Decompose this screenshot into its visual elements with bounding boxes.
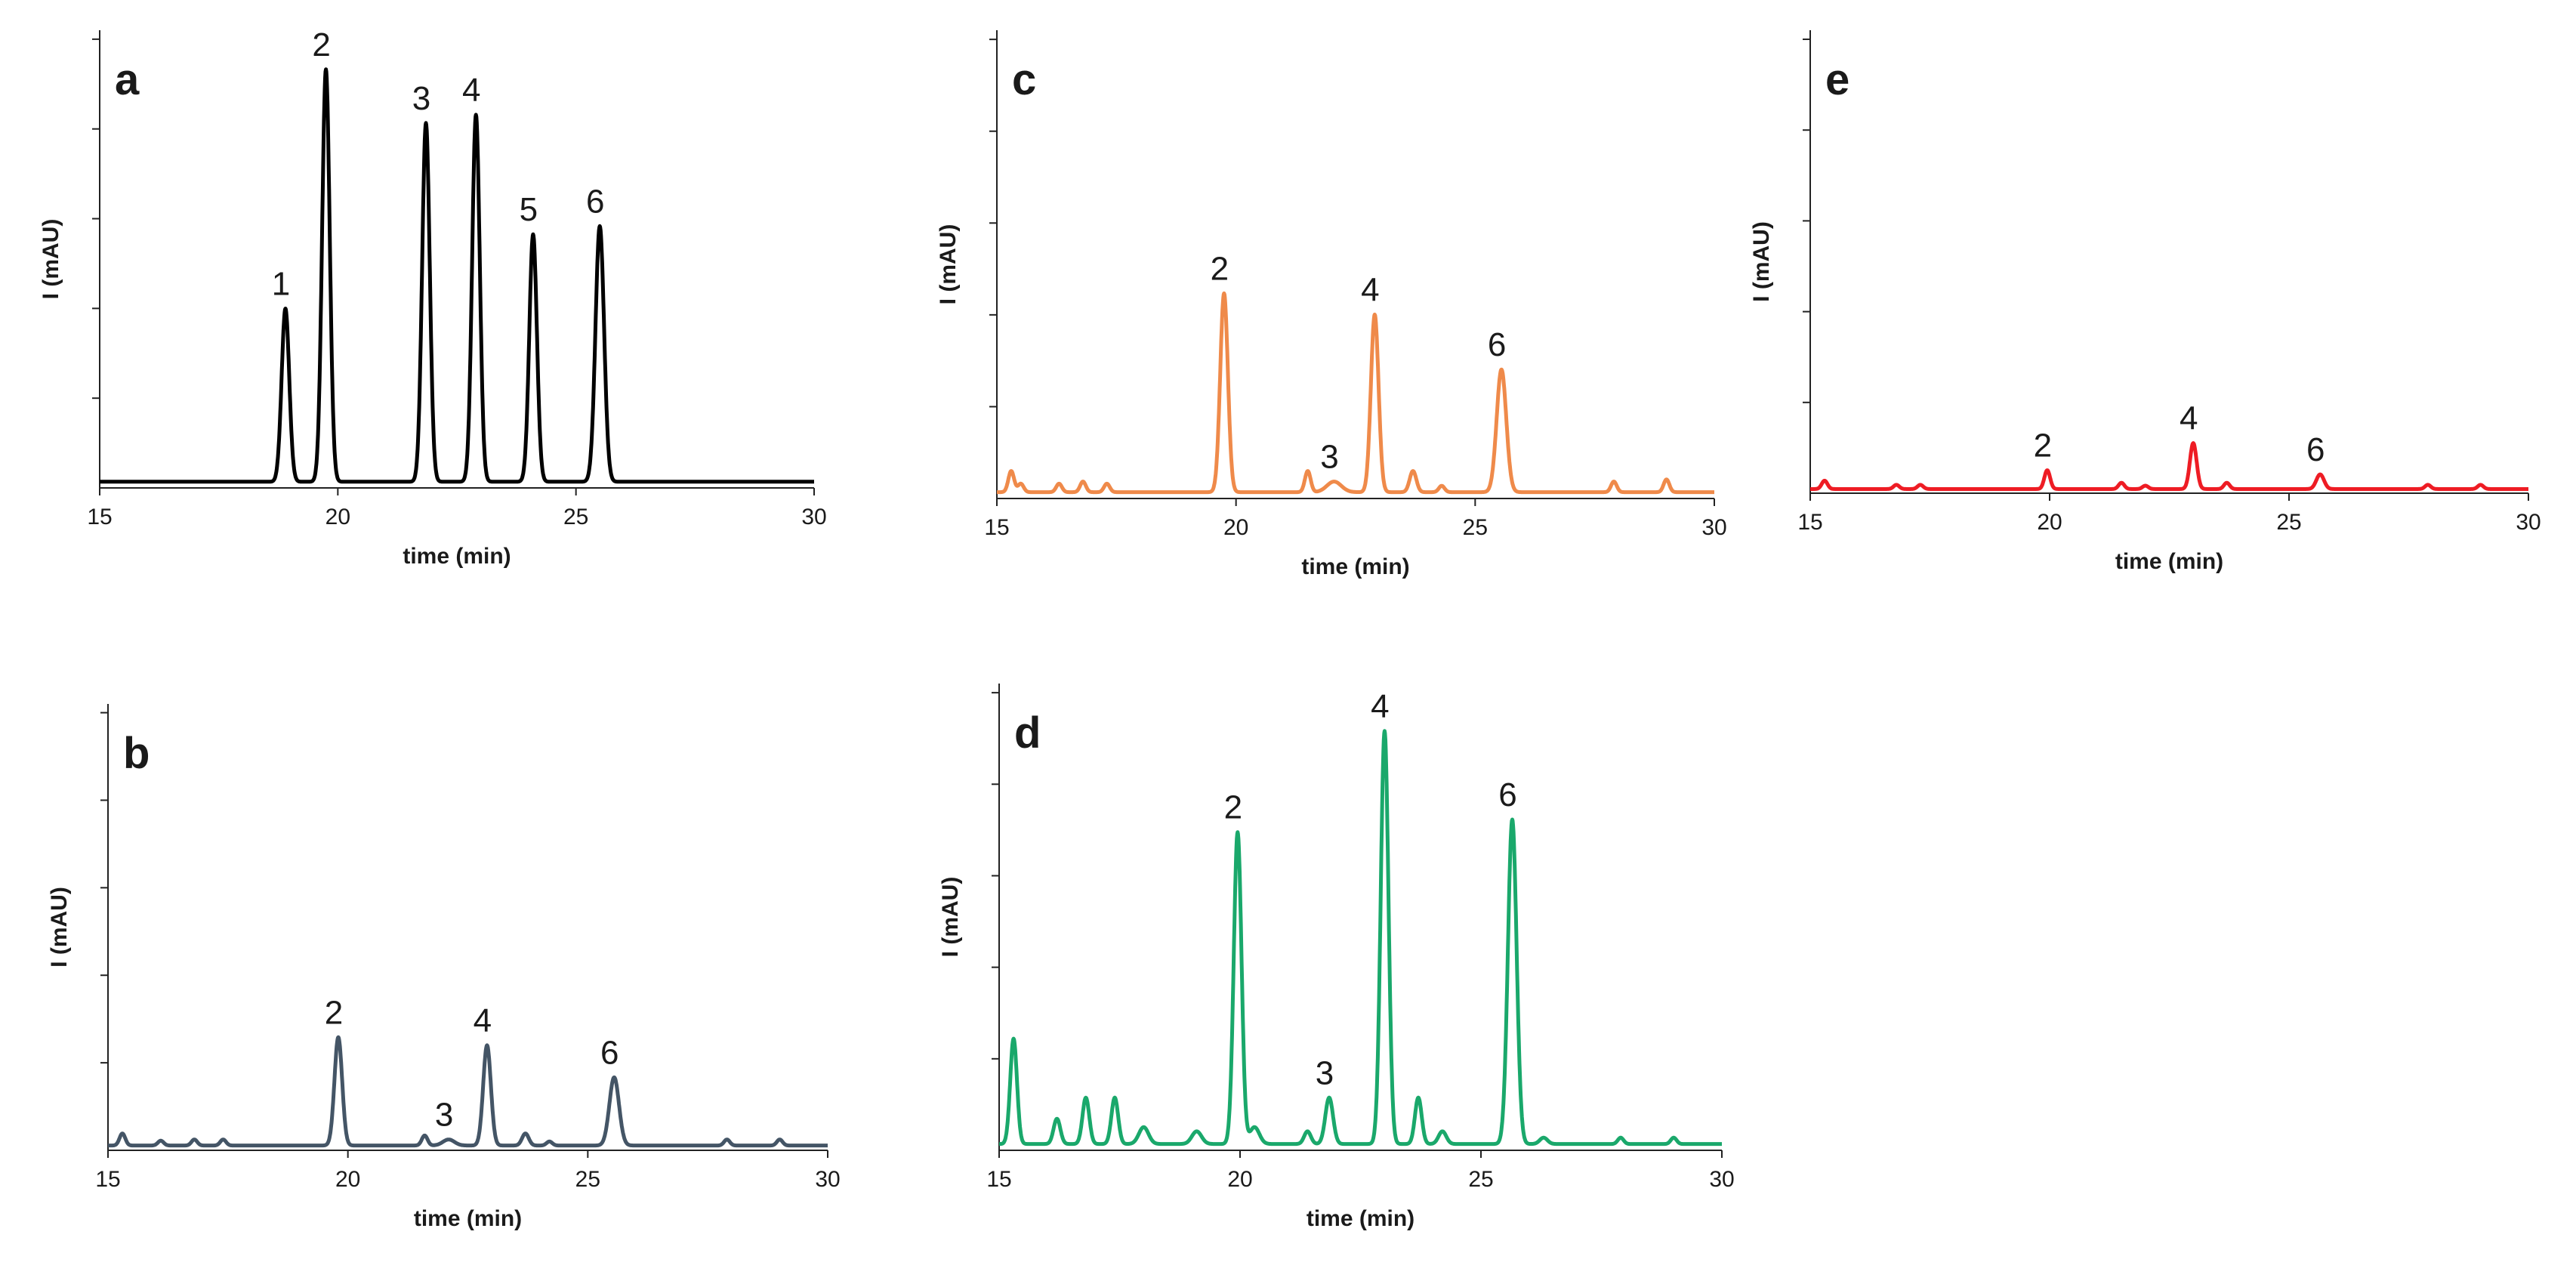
peak-apex: [1499, 367, 1504, 372]
x-axis-label: time (min): [1301, 554, 1409, 579]
x-tick-label: 20: [2037, 510, 2062, 535]
chromatogram-trace: [98, 67, 816, 484]
peak-label: 4: [462, 72, 480, 109]
peak-label: 4: [1371, 688, 1389, 725]
peak-apex: [612, 1075, 616, 1079]
peak-apex: [1327, 1095, 1331, 1100]
peak-apex: [2045, 468, 2050, 473]
peak-label: 6: [2306, 431, 2325, 468]
x-tick-label: 15: [87, 505, 112, 529]
peak-label: 4: [2180, 400, 2198, 437]
peak-label: 3: [1316, 1054, 1334, 1091]
peak-apex: [2191, 441, 2195, 446]
panel-letter: b: [123, 729, 150, 778]
x-tick-label: 25: [575, 1167, 600, 1192]
x-tick-label: 30: [801, 505, 826, 529]
peak-apex: [531, 232, 535, 236]
panel-letter: c: [1012, 55, 1036, 104]
y-axis-label: I (mAU): [1749, 221, 1774, 302]
x-tick-label: 15: [1797, 510, 1822, 535]
x-tick-label: 30: [2516, 510, 2541, 535]
peak-apex: [424, 121, 428, 125]
peak-apex: [446, 1137, 451, 1142]
peak-label: 2: [312, 26, 330, 63]
peak-apex: [336, 1035, 341, 1039]
x-tick-label: 25: [563, 505, 588, 529]
chromatogram-trace: [995, 291, 1716, 495]
peak-label: 3: [435, 1097, 453, 1134]
panel-e: 15 20 25 30 time (min) I (mAU) e 2 4 6: [1749, 30, 2541, 574]
x-axis-label: time (min): [1307, 1206, 1414, 1231]
peak-label: 4: [474, 1002, 492, 1039]
peak-apex: [283, 306, 288, 310]
peak-label: 2: [325, 994, 343, 1031]
peak-label: 5: [520, 191, 538, 228]
peak-apex: [324, 67, 329, 72]
x-axis-label: time (min): [403, 544, 511, 569]
peak-label: 2: [1224, 789, 1242, 826]
y-axis-label: I (mAU): [39, 219, 63, 300]
peak-label: 6: [1488, 326, 1506, 363]
chromatogram-trace: [1809, 441, 2530, 491]
peak-label: 3: [1320, 439, 1338, 476]
panel-c: 15 20 25 30 time (min) I (mAU) c 2 3 4 6: [936, 30, 1727, 579]
peak-apex: [1510, 817, 1514, 822]
peak-apex: [2318, 472, 2322, 477]
peak-apex: [474, 113, 478, 117]
chromatogram-trace: [998, 729, 1723, 1147]
panel-letter: e: [1825, 55, 1849, 104]
peak-label: 2: [1211, 250, 1229, 287]
x-tick-label: 25: [1463, 515, 1488, 540]
peak-label: 6: [600, 1034, 619, 1071]
y-axis-label: I (mAU): [938, 877, 963, 958]
x-tick-label: 30: [1709, 1167, 1734, 1192]
peak-apex: [597, 224, 602, 228]
peak-apex: [1222, 291, 1226, 295]
peak-apex: [1372, 312, 1377, 316]
peak-apex: [1382, 729, 1387, 733]
x-tick-label: 20: [1227, 1167, 1252, 1192]
peak-apex: [485, 1043, 489, 1048]
peak-label: 2: [2034, 427, 2052, 465]
y-axis-label: I (mAU): [47, 887, 72, 968]
x-tick-label: 15: [95, 1167, 120, 1192]
peak-label: 6: [1498, 776, 1516, 813]
peak-label: 6: [586, 183, 604, 220]
x-tick-label: 25: [2276, 510, 2301, 535]
peak-label: 3: [412, 80, 430, 117]
x-axis-label: time (min): [2115, 549, 2223, 574]
panel-b: 15 20 25 30 time (min) I (mAU) b 2 3 4 6: [47, 704, 841, 1231]
x-axis-label: time (min): [414, 1206, 522, 1231]
x-tick-label: 20: [335, 1167, 360, 1192]
panel-a: 15 20 25 30 time (min) I (mAU) a 1 2 3 4 5 6: [39, 26, 827, 569]
chromatogram-trace: [106, 1035, 829, 1148]
panel-letter: a: [115, 55, 140, 104]
panel-d: 15 20 25 30 time (min) I (mAU) d 2 3 4 6: [938, 684, 1735, 1231]
y-axis-label: I (mAU): [936, 224, 961, 305]
x-tick-label: 30: [815, 1167, 840, 1192]
peak-label: 4: [1361, 271, 1379, 308]
x-tick-label: 30: [1701, 515, 1726, 540]
peak-apex: [1332, 480, 1337, 484]
x-tick-label: 15: [986, 1167, 1011, 1192]
x-tick-label: 25: [1468, 1167, 1493, 1192]
x-tick-label: 15: [984, 515, 1009, 540]
peak-label: 1: [272, 265, 290, 302]
x-tick-label: 20: [1223, 515, 1248, 540]
peak-apex: [1236, 830, 1240, 835]
panel-letter: d: [1014, 708, 1041, 758]
x-tick-label: 20: [325, 505, 350, 529]
